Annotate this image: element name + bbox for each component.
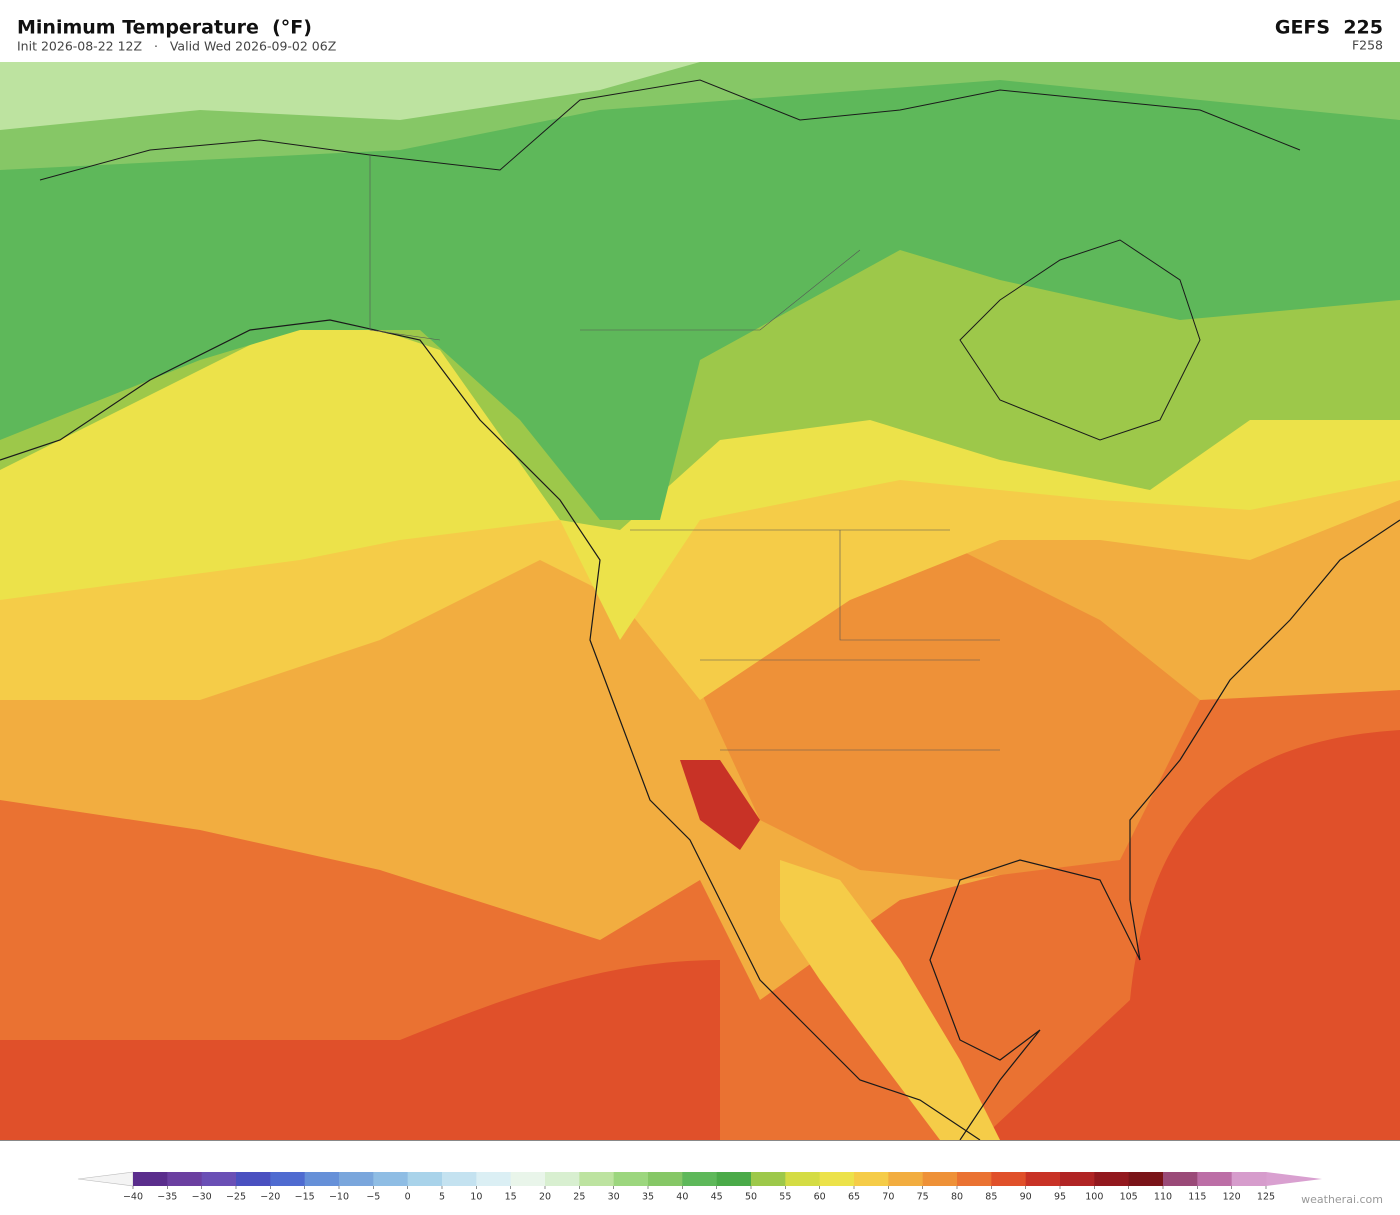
colorbar-bin bbox=[1060, 1172, 1095, 1186]
colorbar-label: 95 bbox=[1054, 1192, 1066, 1203]
colorbar-bin bbox=[613, 1172, 649, 1186]
colorbar-label: 100 bbox=[1085, 1192, 1103, 1203]
colorbar-label: 35 bbox=[642, 1192, 654, 1203]
colorbar-bin bbox=[133, 1172, 168, 1186]
colorbar-bin bbox=[785, 1172, 821, 1186]
colorbar-label: 15 bbox=[505, 1192, 517, 1203]
colorbar-bin bbox=[1163, 1172, 1198, 1186]
colorbar-bin bbox=[373, 1172, 409, 1186]
colorbar-bin bbox=[442, 1172, 477, 1186]
colorbar-bin bbox=[957, 1172, 992, 1186]
field-layer bbox=[680, 760, 760, 850]
colorbar-label: −15 bbox=[295, 1192, 315, 1203]
colorbar-bin bbox=[1231, 1172, 1267, 1186]
colorbar: −40 −35 −30 −25 −20 −15 −10 −5 0 5 10 15 20 25 30 35 40 4… bbox=[77, 1171, 1322, 1203]
colorbar-label: 40 bbox=[676, 1192, 688, 1203]
colorbar-bin bbox=[922, 1172, 958, 1186]
colorbar-bin bbox=[201, 1172, 237, 1186]
colorbar-label: −25 bbox=[226, 1192, 246, 1203]
colorbar-label: −20 bbox=[260, 1192, 280, 1203]
credit: weatherai.com bbox=[1301, 1193, 1383, 1206]
colorbar-bin bbox=[991, 1172, 1027, 1186]
colorbar-label: 60 bbox=[814, 1192, 826, 1203]
subtitle: Init 2026-08-22 12Z · Valid Wed 2026-09-… bbox=[17, 39, 336, 54]
field-layer bbox=[0, 62, 700, 130]
colorbar-bin bbox=[407, 1172, 443, 1186]
colorbar-label: −40 bbox=[123, 1192, 143, 1203]
colorbar-label: 110 bbox=[1154, 1192, 1172, 1203]
colorbar-label: −5 bbox=[366, 1192, 380, 1203]
colorbar-label: 80 bbox=[951, 1192, 963, 1203]
colorbar-label: 0 bbox=[405, 1192, 411, 1203]
colorbar-bin bbox=[1128, 1172, 1164, 1186]
colorbar-label: 105 bbox=[1120, 1192, 1138, 1203]
colorbar-extend bbox=[1266, 1172, 1322, 1186]
colorbar-bin bbox=[236, 1172, 271, 1186]
colorbar-bin bbox=[1094, 1172, 1130, 1186]
colorbar-bin bbox=[682, 1172, 718, 1186]
colorbar-label: 10 bbox=[470, 1192, 482, 1203]
forecast-hour: F258 bbox=[1352, 38, 1383, 53]
coastline bbox=[39, 79, 1301, 441]
title: Minimum Temperature (°F) bbox=[17, 17, 312, 39]
colorbar-bin bbox=[751, 1172, 786, 1186]
colorbar-label: 90 bbox=[1020, 1192, 1032, 1203]
map bbox=[0, 62, 1400, 1140]
colorbar-label: −10 bbox=[329, 1192, 349, 1203]
colorbar-bin bbox=[510, 1172, 546, 1186]
model-name: GEFS 225 bbox=[1275, 17, 1383, 39]
colorbar-bin bbox=[648, 1172, 683, 1186]
colorbar-label: 55 bbox=[779, 1192, 791, 1203]
colorbar-bin bbox=[1025, 1172, 1061, 1186]
field-layer bbox=[0, 62, 1400, 520]
colorbar-bin bbox=[819, 1172, 855, 1186]
colorbar-label: 115 bbox=[1188, 1192, 1206, 1203]
boundary bbox=[369, 155, 1000, 751]
colorbar-label: 65 bbox=[848, 1192, 860, 1203]
colorbar-bin bbox=[167, 1172, 203, 1186]
colorbar-label: 45 bbox=[711, 1192, 723, 1203]
colorbar-label: 85 bbox=[985, 1192, 997, 1203]
colorbar-label: 30 bbox=[608, 1192, 620, 1203]
colorbar-bin bbox=[854, 1172, 889, 1186]
colorbar-label: −35 bbox=[157, 1192, 177, 1203]
colorbar-label: −30 bbox=[192, 1192, 212, 1203]
colorbar-label: 50 bbox=[745, 1192, 757, 1203]
colorbar-bin bbox=[339, 1172, 374, 1186]
field-layer bbox=[780, 860, 1000, 1140]
coastline bbox=[0, 319, 1400, 1140]
colorbar-bin bbox=[545, 1172, 580, 1186]
colorbar-bin bbox=[270, 1172, 306, 1186]
colorbar-bin bbox=[716, 1172, 752, 1186]
colorbar-bin bbox=[579, 1172, 615, 1186]
colorbar-label: 25 bbox=[573, 1192, 585, 1203]
colorbar-label: 5 bbox=[439, 1192, 445, 1203]
colorbar-label: 70 bbox=[882, 1192, 894, 1203]
colorbar-label: 120 bbox=[1223, 1192, 1241, 1203]
colorbar-label: 125 bbox=[1257, 1192, 1275, 1203]
colorbar-bin bbox=[1197, 1172, 1233, 1186]
colorbar-bin bbox=[476, 1172, 512, 1186]
colorbar-bin bbox=[888, 1172, 924, 1186]
colorbar-bin bbox=[304, 1172, 340, 1186]
colorbar-label: 20 bbox=[539, 1192, 551, 1203]
colorbar-label: 75 bbox=[917, 1192, 929, 1203]
